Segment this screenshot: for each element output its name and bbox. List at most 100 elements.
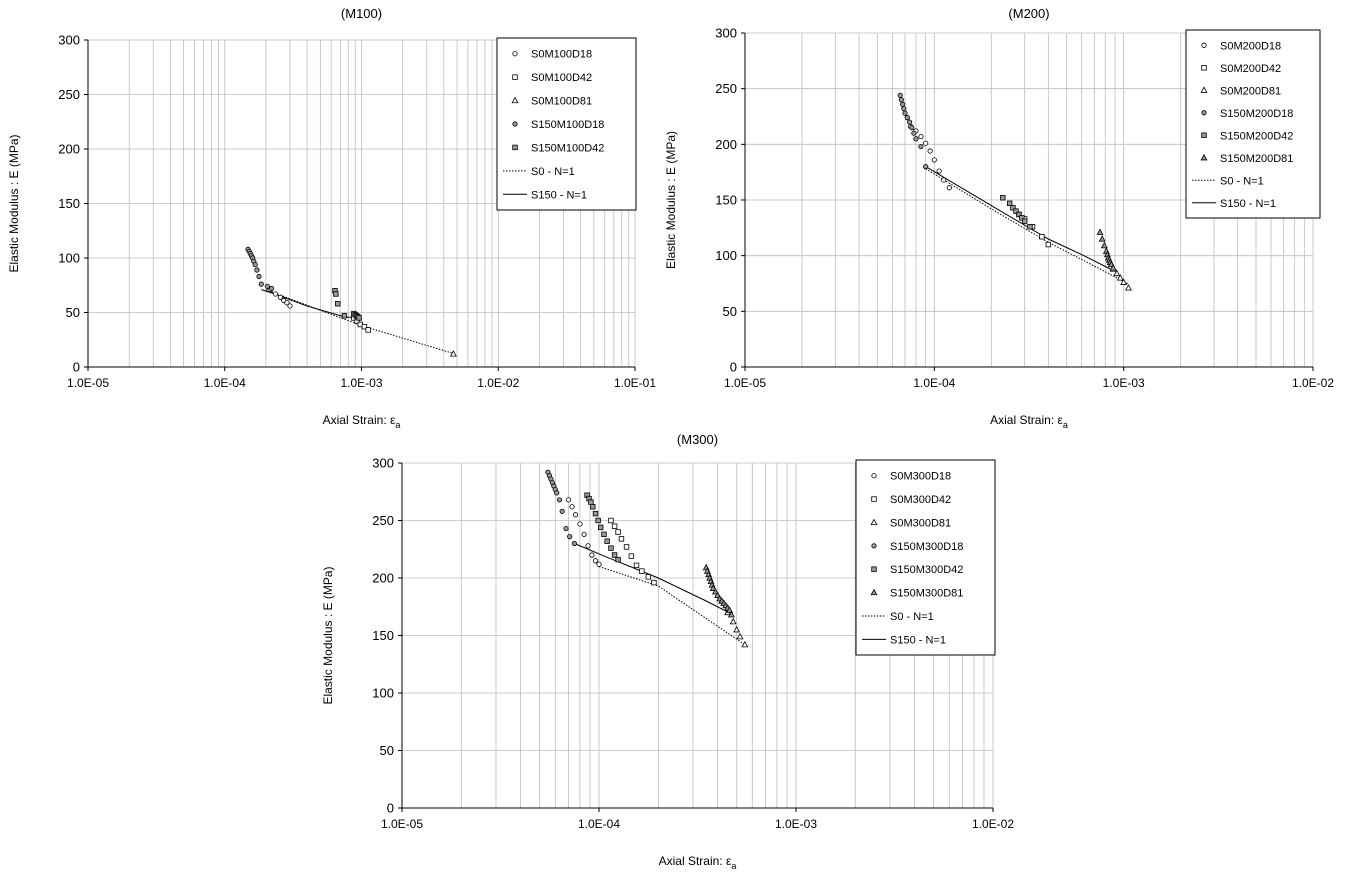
y-tick-label: 100 [715,248,737,263]
data-point-s0m200d42 [1039,234,1045,240]
data-point-s0m300d42 [628,553,635,559]
legend-entry: S150 - N=1 [1220,198,1276,210]
x-tick-label: 1.0E-05 [67,376,109,390]
data-point-s150m100d42 [356,315,362,321]
legend-marker-swatch [512,121,518,127]
legend-marker-swatch [871,566,877,572]
x-tick-label: 1.0E-02 [477,376,519,390]
legend: S0M300D18 S0M300D42 S0M300D81 S150M300D18 S1… [855,459,996,656]
data-point-s150m100d42 [341,313,348,319]
y-tick-label: 250 [58,87,80,102]
data-point-s0m300d42 [608,517,614,524]
legend-box [1185,29,1321,219]
data-point-s150m200d81 [1100,241,1108,249]
data-point-s150m100d42 [333,291,339,297]
legend-entry: S0M300D81 [890,517,951,529]
series-line-s150-n-1 [574,543,734,616]
y-axis-label: Elastic Modulus : E (MPa) [7,134,21,272]
data-point-s150m300d18 [567,533,573,540]
legend-marker-swatch [1201,110,1207,116]
data-point-s150m300d42 [595,517,601,524]
data-point-s150m300d81 [727,610,735,618]
chart-title: (M200) [1008,6,1049,21]
data-point-s0m300d18 [569,504,575,510]
data-point-s150m300d81 [714,591,722,598]
legend-entry: S0M200D42 [1220,63,1281,75]
data-point-s150m200d42 [1027,224,1033,230]
y-tick-label: 0 [387,801,394,816]
legend-entry: S150M300D42 [890,564,963,576]
data-point-s0m300d42 [645,574,652,580]
data-point-s150m200d18 [898,97,905,103]
legend-entry: S150M200D42 [1220,130,1293,142]
y-tick-label: 150 [715,193,737,208]
legend-marker-swatch [870,588,878,596]
data-point-s0m200d18 [936,168,942,174]
data-point-s150m300d18 [556,497,563,503]
x-tick-label: 1.0E-02 [972,817,1014,831]
data-point-s0m100d18 [272,291,279,297]
legend-marker-swatch [871,496,877,502]
data-point-s0m100d81 [449,350,457,357]
legend-entry: S150M300D18 [890,541,963,553]
data-point-s150m300d42 [604,538,610,544]
data-point-s150m100d18 [268,285,275,292]
data-point-s150m200d42 [1000,195,1006,201]
legend-marker-swatch [871,543,877,549]
data-point-s150m200d81 [1096,228,1104,235]
data-point-s150m300d18 [571,540,577,547]
x-axis-label-text: Axial Strain: ε [659,854,732,868]
data-point-s0m200d18 [927,148,933,154]
data-point-s150m100d18 [258,281,264,287]
data-point-s150m200d42 [1006,200,1013,207]
data-point-s0m200d81 [1116,274,1124,281]
data-point-s150m200d18 [913,136,919,142]
data-point-s0m300d42 [611,523,618,529]
legend-entry: S0 - N=1 [1220,175,1264,187]
legend-entry: S150M300D81 [890,588,963,600]
x-axis-label-subscript: a [395,420,400,430]
x-axis-label-subscript: a [731,861,736,871]
data-point-s150m200d18 [909,125,915,131]
legend-entry: S150 - N=1 [531,189,587,201]
chart-panel-2: 0 50 100 150 200 250 300 1.0E-05 1.0E-04 1.0E-03 1… [321,432,1014,871]
data-point-s150m200d42 [1016,211,1022,218]
series-line-s0-n-1 [265,289,455,355]
data-point-s150m100d18 [254,267,260,273]
x-axis-label: Axial Strain: εa [323,413,401,430]
data-point-s150m300d42 [590,503,596,510]
data-point-s150m300d42 [592,510,599,517]
y-tick-label: 250 [715,81,737,96]
data-point-s150m200d18 [911,130,917,136]
data-point-s150m100d18 [264,283,270,289]
legend: S0M100D18 S0M100D42 S0M100D81 S150M100D18 S1… [496,37,637,211]
chart-title: (M300) [677,432,718,447]
x-axis-label: Axial Strain: εa [990,413,1068,430]
data-point-s150m100d18 [256,273,262,280]
data-point-s0m200d18 [918,133,924,140]
data-point-s150m200d18 [906,119,913,125]
chart-panel-0: 0 50 100 150 200 250 300 1.0E-05 1.0E-04 1.0E-03 1… [7,6,656,430]
data-point-s0m300d18 [592,558,599,564]
data-point-s150m100d42 [335,301,341,307]
data-point-s0m200d81 [1120,278,1128,285]
x-axis-label-text: Axial Strain: ε [323,413,396,427]
data-point-s150m200d42 [1010,205,1016,211]
legend: S0M200D18 S0M200D42 S0M200D81 S150M200D18 S1… [1185,29,1321,219]
data-point-s0m200d18 [946,185,952,191]
data-point-s0m300d18 [589,552,595,558]
x-tick-label: 1.0E-04 [204,376,246,390]
data-point-s0m200d18 [931,157,937,163]
legend-entry: S0M100D18 [531,49,592,61]
y-tick-label: 200 [372,571,394,586]
chart-panel-1: 0 50 100 150 200 250 300 1.0E-05 1.0E-04 1.0E-03 1… [664,6,1334,430]
legend-marker-swatch [512,144,518,151]
x-tick-label: 1.0E-03 [1103,376,1145,390]
data-point-s0m300d42 [615,529,621,535]
data-point-s0m300d18 [596,561,602,567]
chart-title: (M100) [341,6,382,21]
legend-marker-swatch [1201,65,1207,71]
y-tick-label: 150 [58,196,80,211]
legend-marker-swatch [1200,153,1208,161]
data-point-s0m300d81 [741,640,749,648]
